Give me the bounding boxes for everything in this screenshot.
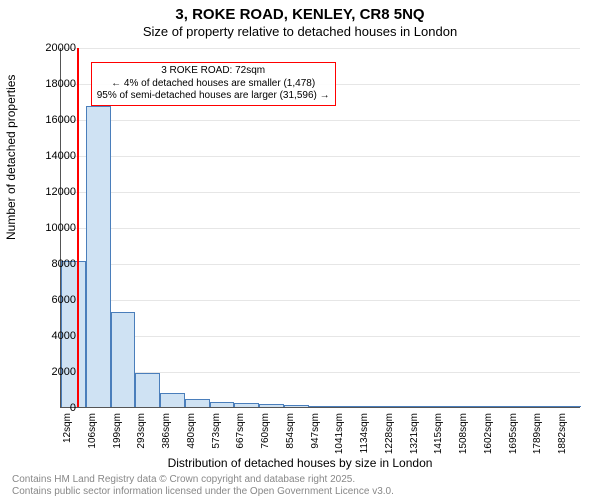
x-tick-label: 1321sqm bbox=[409, 413, 420, 463]
x-tick-label: 1882sqm bbox=[557, 413, 568, 463]
histogram-bar bbox=[531, 406, 556, 407]
histogram-bar bbox=[408, 406, 433, 407]
x-tick-label: 1508sqm bbox=[458, 413, 469, 463]
histogram-bar bbox=[185, 399, 210, 407]
x-tick-label: 1789sqm bbox=[532, 413, 543, 463]
annotation-box: 3 ROKE ROAD: 72sqm← 4% of detached house… bbox=[91, 62, 336, 106]
attribution-text: Contains HM Land Registry data © Crown c… bbox=[12, 474, 394, 498]
y-axis-label: Number of detached properties bbox=[4, 75, 18, 240]
y-tick-label: 20000 bbox=[26, 42, 76, 54]
grid-line bbox=[61, 300, 580, 301]
histogram-bar bbox=[160, 393, 185, 407]
histogram-bar bbox=[111, 312, 136, 407]
grid-line bbox=[61, 228, 580, 229]
x-tick-label: 293sqm bbox=[136, 413, 147, 463]
grid-line bbox=[61, 156, 580, 157]
y-tick-label: 10000 bbox=[26, 222, 76, 234]
x-tick-label: 854sqm bbox=[285, 413, 296, 463]
chart-title-sub: Size of property relative to detached ho… bbox=[0, 24, 600, 39]
x-tick-label: 386sqm bbox=[161, 413, 172, 463]
histogram-bar bbox=[457, 406, 482, 407]
x-tick-label: 106sqm bbox=[87, 413, 98, 463]
annotation-line-3: 95% of semi-detached houses are larger (… bbox=[97, 90, 330, 103]
histogram-bar bbox=[259, 404, 284, 407]
histogram-bar bbox=[234, 403, 259, 407]
x-tick-label: 199sqm bbox=[112, 413, 123, 463]
x-tick-label: 480sqm bbox=[186, 413, 197, 463]
y-tick-label: 4000 bbox=[26, 330, 76, 342]
plot-area: 3 ROKE ROAD: 72sqm← 4% of detached house… bbox=[60, 48, 580, 408]
y-tick-label: 2000 bbox=[26, 366, 76, 378]
annotation-line-2: ← 4% of detached houses are smaller (1,4… bbox=[97, 78, 330, 91]
x-tick-label: 12sqm bbox=[62, 413, 73, 463]
attribution-line-1: Contains HM Land Registry data © Crown c… bbox=[12, 474, 394, 486]
annotation-line-1: 3 ROKE ROAD: 72sqm bbox=[97, 65, 330, 78]
x-tick-label: 947sqm bbox=[310, 413, 321, 463]
grid-line bbox=[61, 120, 580, 121]
y-tick-label: 14000 bbox=[26, 150, 76, 162]
attribution-line-2: Contains public sector information licen… bbox=[12, 486, 394, 498]
y-tick-label: 8000 bbox=[26, 258, 76, 270]
histogram-bar bbox=[309, 406, 334, 407]
y-tick-label: 18000 bbox=[26, 78, 76, 90]
histogram-bar bbox=[333, 406, 358, 407]
histogram-bar bbox=[432, 406, 457, 407]
y-tick-label: 6000 bbox=[26, 294, 76, 306]
grid-line bbox=[61, 264, 580, 265]
histogram-bar bbox=[86, 106, 111, 407]
x-tick-label: 1602sqm bbox=[483, 413, 494, 463]
y-tick-label: 16000 bbox=[26, 114, 76, 126]
grid-line bbox=[61, 336, 580, 337]
histogram-bar bbox=[210, 402, 235, 407]
x-tick-label: 573sqm bbox=[211, 413, 222, 463]
histogram-bar bbox=[482, 406, 507, 407]
x-tick-label: 760sqm bbox=[260, 413, 271, 463]
grid-line bbox=[61, 48, 580, 49]
y-tick-label: 12000 bbox=[26, 186, 76, 198]
x-tick-label: 1134sqm bbox=[359, 413, 370, 463]
property-marker-line bbox=[77, 48, 79, 407]
x-tick-label: 1695sqm bbox=[508, 413, 519, 463]
grid-line bbox=[61, 192, 580, 193]
histogram-bar bbox=[284, 405, 309, 407]
x-tick-label: 1415sqm bbox=[433, 413, 444, 463]
chart-title-main: 3, ROKE ROAD, KENLEY, CR8 5NQ bbox=[0, 6, 600, 23]
histogram-bar bbox=[358, 406, 383, 407]
histogram-bar bbox=[556, 406, 581, 407]
x-tick-label: 1228sqm bbox=[384, 413, 395, 463]
x-tick-label: 667sqm bbox=[235, 413, 246, 463]
histogram-bar bbox=[135, 373, 160, 407]
x-tick-label: 1041sqm bbox=[334, 413, 345, 463]
histogram-bar bbox=[507, 406, 532, 407]
histogram-bar bbox=[383, 406, 408, 407]
